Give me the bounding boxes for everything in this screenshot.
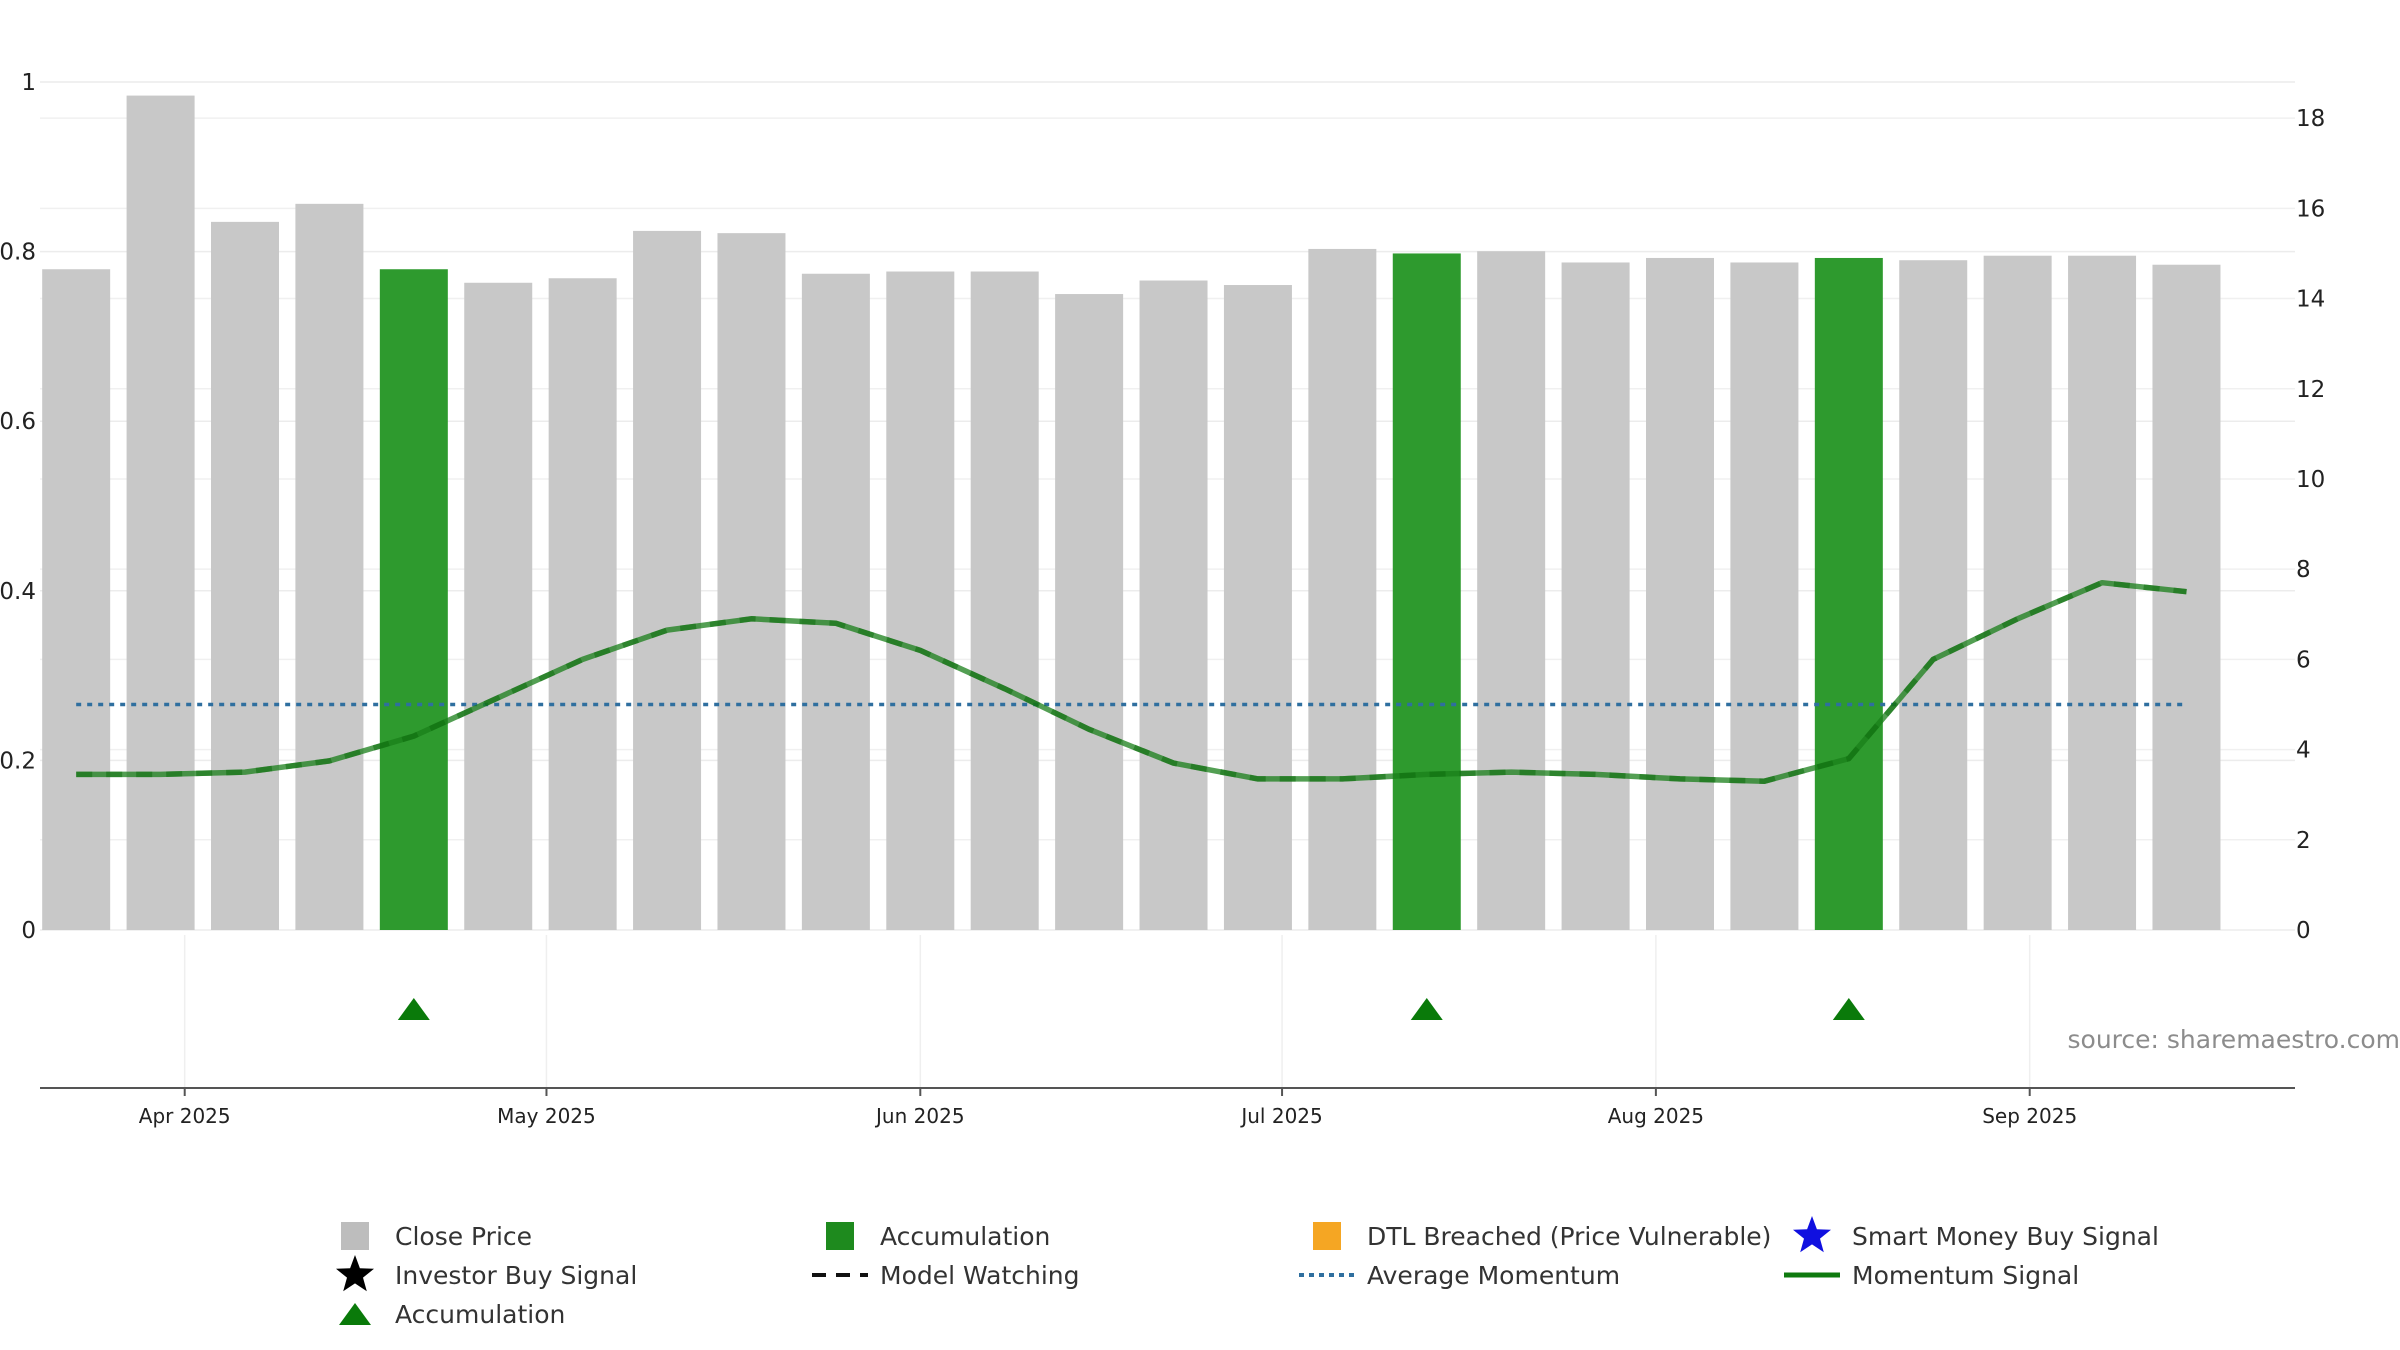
- x-tick-label: Aug 2025: [1608, 1104, 1704, 1128]
- right-y-tick-label: 8: [2296, 557, 2311, 583]
- blue-star-icon: [1793, 1216, 1831, 1253]
- left-y-tick-label: 0.8: [0, 240, 36, 266]
- right-y-tick-label: 14: [2296, 287, 2325, 313]
- accumulation-bar: [379, 269, 448, 930]
- close-price-bar: [633, 230, 702, 930]
- legend-item: DTL Breached (Price Vulnerable): [1313, 1222, 1771, 1251]
- legend-item: Accumulation: [826, 1222, 1050, 1251]
- close-price-bar: [1223, 285, 1292, 931]
- left-y-tick-label: 0.6: [0, 409, 36, 435]
- gray-square-icon: [341, 1222, 369, 1250]
- close-price-bar: [886, 271, 955, 930]
- accumulation-markers: [397, 998, 1865, 1020]
- close-price-bar: [1730, 262, 1799, 930]
- left-y-tick-label: 0.2: [0, 748, 36, 774]
- close-price-bar: [1477, 251, 1546, 930]
- legend-item: Accumulation: [339, 1300, 565, 1329]
- x-tick-label: Sep 2025: [1982, 1104, 2077, 1128]
- accumulation-triangle-icon: [1410, 998, 1443, 1020]
- momentum-lines: [76, 579, 2187, 784]
- x-tick-label: Jul 2025: [1239, 1104, 1322, 1128]
- legend-item: Average Momentum: [1299, 1261, 1620, 1290]
- left-y-tick-label: 1: [21, 70, 36, 96]
- orange-square-icon: [1313, 1222, 1341, 1250]
- legend-item: Smart Money Buy Signal: [1793, 1216, 2159, 1253]
- close-price-bar: [801, 273, 870, 930]
- legend-item: Model Watching: [812, 1261, 1080, 1290]
- close-price-bar: [1899, 260, 1968, 930]
- close-price-bar: [1308, 248, 1377, 930]
- source-label: source: sharemaestro.com: [2068, 1025, 2400, 1054]
- axes: Apr 2025 May 2025 Jun 2025 Jul 2025 Aug 2025…: [0, 70, 2325, 1128]
- close-price-bar: [2152, 264, 2221, 930]
- close-price-bar: [1055, 294, 1124, 930]
- close-price-bars: [42, 95, 2221, 931]
- close-price-bar: [295, 203, 364, 930]
- green-square-icon: [826, 1222, 854, 1250]
- legend-label: Average Momentum: [1367, 1261, 1620, 1290]
- right-y-tick-label: 6: [2296, 647, 2311, 673]
- legend-label: Momentum Signal: [1852, 1261, 2079, 1290]
- legend-label: Smart Money Buy Signal: [1852, 1222, 2159, 1251]
- x-tick-label: Apr 2025: [139, 1104, 231, 1128]
- right-y-tick-label: 18: [2296, 106, 2325, 132]
- momentum-signal-line: [76, 579, 2187, 784]
- close-price-bar: [717, 233, 786, 930]
- right-y-tick-label: 4: [2296, 738, 2311, 764]
- legend-label: DTL Breached (Price Vulnerable): [1367, 1222, 1771, 1251]
- left-y-tick-label: 0: [21, 918, 36, 944]
- legend-label: Accumulation: [880, 1222, 1050, 1251]
- accumulation-triangle-icon: [1832, 998, 1865, 1020]
- accumulation-triangle-icon: [397, 998, 430, 1020]
- legend-label: Close Price: [395, 1222, 532, 1251]
- legend-item: Investor Buy Signal: [336, 1255, 637, 1292]
- right-y-tick-label: 0: [2296, 918, 2311, 944]
- accumulation-bar: [1392, 253, 1461, 930]
- left-y-tick-label: 0.4: [0, 579, 36, 605]
- close-price-bar: [970, 271, 1039, 930]
- close-price-bar: [42, 269, 111, 930]
- legend-label: Investor Buy Signal: [395, 1261, 637, 1290]
- close-price-bar: [211, 221, 279, 930]
- green-triangle-icon: [339, 1303, 371, 1325]
- legend: Close Price Accumulation DTL Breached (Pri…: [336, 1216, 2159, 1329]
- x-tick-label: May 2025: [497, 1104, 596, 1128]
- legend-label: Accumulation: [395, 1300, 565, 1329]
- close-price-bar: [126, 95, 195, 931]
- legend-item: Momentum Signal: [1784, 1261, 2079, 1290]
- close-price-bar: [1983, 255, 2052, 931]
- legend-item: Close Price: [341, 1222, 532, 1251]
- right-y-tick-label: 10: [2296, 467, 2325, 493]
- x-tick-label: Jun 2025: [874, 1104, 965, 1128]
- right-y-tick-label: 2: [2296, 828, 2311, 854]
- right-y-tick-label: 16: [2296, 196, 2325, 222]
- accumulation-bar: [1814, 257, 1883, 930]
- close-price-bar: [464, 282, 533, 930]
- close-price-bar: [1646, 257, 1714, 930]
- close-price-bar: [1139, 280, 1208, 930]
- close-price-bar: [1561, 262, 1630, 930]
- legend-label: Model Watching: [880, 1261, 1080, 1290]
- right-y-tick-label: 12: [2296, 377, 2325, 403]
- black-star-icon: [336, 1255, 374, 1292]
- close-price-bar: [548, 278, 617, 930]
